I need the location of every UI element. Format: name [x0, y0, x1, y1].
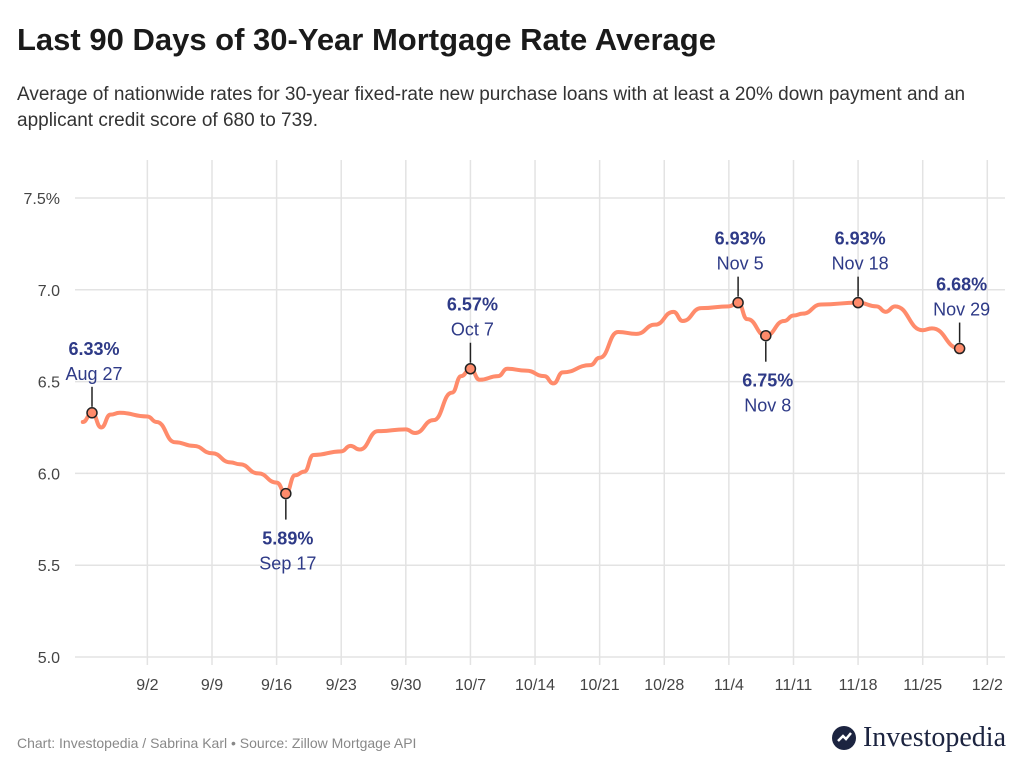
- x-tick-label: 11/11: [775, 677, 813, 694]
- investopedia-logo: Investopedia: [831, 722, 1006, 754]
- x-tick-label: 11/25: [903, 677, 942, 694]
- annotation-marker: [953, 342, 966, 355]
- annotation-date: Nov 18: [832, 254, 889, 274]
- y-tick-label: 5.5: [38, 558, 60, 575]
- x-tick-label: 12/2: [972, 677, 1003, 694]
- logo-icon: [831, 726, 856, 750]
- annotation-date: Nov 8: [744, 396, 791, 416]
- y-tick-label: 7.5%: [24, 191, 60, 208]
- annotation-value: 6.93%: [715, 229, 766, 249]
- annotation-marker: [732, 296, 744, 309]
- x-tick-label: 9/16: [261, 677, 292, 694]
- x-tick-label: 9/9: [201, 677, 223, 694]
- y-tick-label: 6.0: [38, 466, 60, 483]
- x-tick-label: 9/23: [326, 677, 357, 694]
- logo-text: Investopedia: [862, 722, 1006, 753]
- x-tick-label: 11/18: [839, 677, 878, 694]
- annotation-value: 6.57%: [447, 295, 498, 315]
- x-tick-label: 11/4: [714, 677, 744, 694]
- annotation-value: 6.33%: [68, 339, 119, 359]
- source-credit: Chart: Investopedia / Sabrina Karl • Sou…: [17, 735, 417, 751]
- annotation-marker: [852, 296, 864, 309]
- annotation-marker: [86, 407, 98, 419]
- y-tick-label: 7.0: [38, 283, 60, 300]
- annotation-date: Sep 17: [259, 554, 316, 574]
- x-tick-label: 10/7: [455, 677, 486, 694]
- annotation-value: 5.89%: [262, 529, 313, 549]
- x-tick-label: 9/30: [390, 677, 421, 694]
- annotation-value: 6.75%: [742, 371, 793, 391]
- annotation-date: Nov 29: [933, 300, 990, 320]
- annotation-date: Nov 5: [717, 254, 764, 274]
- annotation-date: Aug 27: [65, 364, 122, 384]
- y-tick-label: 5.0: [38, 650, 60, 667]
- annotation-marker: [280, 487, 292, 500]
- chart-title: Last 90 Days of 30-Year Mortgage Rate Av…: [17, 22, 716, 57]
- x-tick-label: 9/2: [136, 677, 158, 694]
- rate-line: [80, 300, 962, 496]
- annotation-marker: [760, 329, 772, 342]
- annotation-date: Oct 7: [451, 320, 494, 340]
- annotation-value: 6.68%: [936, 275, 987, 295]
- annotation-marker: [464, 362, 477, 375]
- x-tick-label: 10/28: [644, 677, 684, 694]
- x-tick-label: 10/14: [515, 677, 555, 694]
- y-tick-label: 6.5: [38, 375, 60, 392]
- chart-subtitle: Average of nationwide rates for 30-year …: [17, 84, 966, 131]
- annotation-value: 6.93%: [835, 229, 886, 249]
- x-tick-label: 10/21: [580, 677, 620, 694]
